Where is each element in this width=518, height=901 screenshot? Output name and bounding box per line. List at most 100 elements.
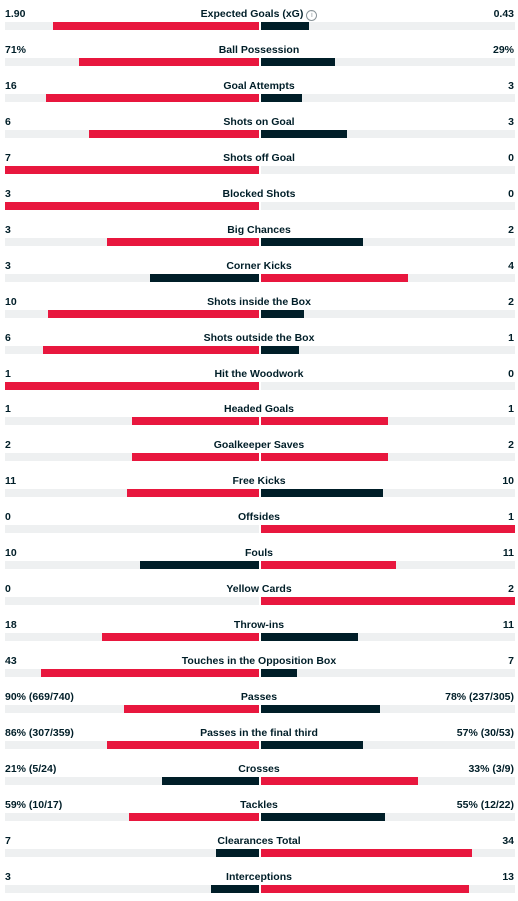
away-bar-track <box>261 741 515 749</box>
stat-name-text: Fouls <box>245 547 273 560</box>
stat-label-line: 90% (669/740) Passes 78% (237/305) <box>0 690 518 704</box>
stat-row: 3 Interceptions 13 <box>0 865 518 901</box>
stat-name: Shots on Goal <box>0 115 518 129</box>
home-bar-fill <box>127 489 259 498</box>
away-bar-fill <box>261 129 347 138</box>
info-icon[interactable]: i <box>306 10 318 21</box>
home-bar-fill <box>140 561 259 570</box>
stat-name: Crosses <box>0 762 518 776</box>
home-bar-fill <box>132 417 259 426</box>
stat-name: Corner Kicks <box>0 259 518 273</box>
stat-row: 90% (669/740) Passes 78% (237/305) <box>0 685 518 721</box>
home-value: 43 <box>5 655 17 668</box>
home-bar-track <box>5 776 259 785</box>
stat-name: Passes <box>0 690 518 704</box>
stat-row: 1 Headed Goals 1 <box>0 397 518 433</box>
away-bar-fill <box>261 848 472 857</box>
away-bar-fill <box>261 489 383 498</box>
home-value: 0 <box>5 583 11 596</box>
away-bar-track <box>261 57 515 66</box>
home-bar-fill <box>216 848 259 857</box>
away-value: 0 <box>508 367 514 380</box>
stat-label-line: 3 Corner Kicks 4 <box>0 259 518 273</box>
stat-row: 3 Big Chances 2 <box>0 218 518 254</box>
stat-label-line: 43 Touches in the Opposition Box 7 <box>0 654 518 668</box>
stat-label-line: 1 Headed Goals 1 <box>0 402 518 416</box>
away-bar-fill <box>261 345 299 354</box>
home-bar-fill <box>46 93 259 102</box>
away-value: 33% (3/9) <box>468 762 514 775</box>
home-bar-fill <box>124 705 259 714</box>
home-bar-track <box>5 273 259 282</box>
stat-name-text: Shots inside the Box <box>207 295 311 308</box>
away-bar-fill <box>261 57 335 66</box>
home-value: 16 <box>5 79 17 92</box>
away-value: 0 <box>508 187 514 200</box>
home-bar-track <box>5 165 259 174</box>
stat-label-line: 10 Fouls 11 <box>0 546 518 560</box>
stat-name: Throw-ins <box>0 618 518 632</box>
away-bar-fill <box>261 525 515 534</box>
stat-name-text: Offsides <box>237 511 280 524</box>
home-bar-track <box>5 669 259 678</box>
stat-row: 10 Fouls 11 <box>0 541 518 577</box>
away-bar-track <box>261 22 515 30</box>
away-bar-track <box>261 201 515 210</box>
stat-row: 0 Offsides 1 <box>0 505 518 541</box>
stat-name-text: Big Chances <box>227 223 291 236</box>
home-bar-track <box>5 417 259 426</box>
away-bar-track <box>261 489 515 498</box>
home-bar-track <box>5 812 259 821</box>
away-bar-track <box>261 705 515 714</box>
away-value: 4 <box>508 259 514 272</box>
stat-name-text: Free Kicks <box>232 475 286 488</box>
stat-row: 1 Hit the Woodwork 0 <box>0 362 518 398</box>
stat-label-line: 1.90 Expected Goals (xG) i 0.43 <box>0 7 518 21</box>
away-value: 10 <box>502 475 514 488</box>
away-bar-fill <box>261 741 363 749</box>
stat-name: Yellow Cards <box>0 582 518 596</box>
home-value: 10 <box>5 547 17 560</box>
stat-name: Shots off Goal <box>0 151 518 165</box>
stat-label-line: 3 Blocked Shots 0 <box>0 187 518 201</box>
stat-name-text: Hit the Woodwork <box>214 367 304 380</box>
stat-name: Touches in the Opposition Box <box>0 654 518 668</box>
stat-name: Expected Goals (xG) i <box>0 7 518 21</box>
stat-name: Interceptions <box>0 870 518 884</box>
stat-name-text: Passes <box>240 691 278 704</box>
home-bar-track <box>5 201 259 210</box>
home-bar-track <box>5 597 259 606</box>
home-value: 10 <box>5 295 17 308</box>
stat-row: 21% (5/24) Crosses 33% (3/9) <box>0 757 518 793</box>
home-value: 0 <box>5 511 11 524</box>
away-value: 34 <box>502 834 514 847</box>
home-value: 90% (669/740) <box>5 691 74 704</box>
home-bar-fill <box>53 22 259 30</box>
home-value: 59% (10/17) <box>5 798 63 811</box>
stat-label-line: 2 Goalkeeper Saves 2 <box>0 438 518 452</box>
away-value: 2 <box>508 583 514 596</box>
stat-row: 7 Clearances Total 34 <box>0 829 518 865</box>
home-bar-track <box>5 237 259 246</box>
stat-label-line: 7 Shots off Goal 0 <box>0 151 518 165</box>
stat-label-line: 71% Ball Possession 29% <box>0 43 518 57</box>
home-bar-fill <box>79 57 259 66</box>
home-bar-track <box>5 381 259 390</box>
stat-row: 2 Goalkeeper Saves 2 <box>0 433 518 469</box>
stat-name-text: Goalkeeper Saves <box>213 439 305 452</box>
home-value: 3 <box>5 187 11 200</box>
stat-row: 7 Shots off Goal 0 <box>0 146 518 182</box>
away-bar-track <box>261 561 515 570</box>
away-bar-fill <box>261 705 380 714</box>
stat-name: Goalkeeper Saves <box>0 438 518 452</box>
home-bar-track <box>5 345 259 354</box>
stat-name-text: Ball Possession <box>218 43 300 56</box>
home-bar-track <box>5 741 259 749</box>
home-value: 6 <box>5 331 11 344</box>
stat-name-text: Blocked Shots <box>222 187 296 200</box>
home-bar-track <box>5 884 259 893</box>
away-bar-fill <box>261 453 388 462</box>
away-value: 13 <box>502 870 514 883</box>
home-value: 7 <box>5 834 11 847</box>
away-bar-fill <box>261 22 309 30</box>
